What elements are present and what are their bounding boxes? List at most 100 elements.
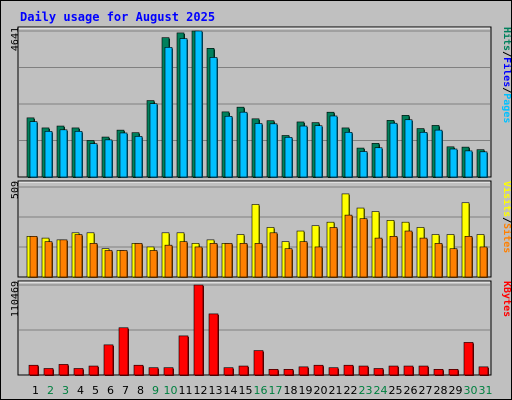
panel-sites-visits: 509 Visits/Sites (10, 180, 511, 278)
y-max-label: 4641 (10, 27, 21, 51)
x-label-day-3: 3 (62, 384, 69, 397)
bar-kbytes-day-19 (298, 366, 309, 376)
bar-kbytes-day-14 (223, 367, 234, 376)
bar-sites-day-28 (434, 243, 443, 278)
x-label-day-13: 13 (209, 384, 223, 397)
bar-kbytes-day-5 (88, 365, 99, 376)
x-label-day-7: 7 (122, 384, 129, 397)
x-label-day-31: 31 (479, 384, 493, 397)
x-label-day-10: 10 (164, 384, 178, 397)
bar-files-day-17 (269, 123, 278, 178)
series-sites (29, 214, 488, 278)
bar-kbytes-day-16 (253, 350, 264, 376)
bar-sites-day-9 (149, 250, 158, 278)
bar-sites-day-5 (89, 243, 98, 278)
bar-files-day-31 (479, 151, 488, 178)
x-label-day-26: 26 (404, 384, 418, 397)
bar-sites-day-3 (59, 239, 68, 278)
x-label-day-23: 23 (359, 384, 373, 397)
bar-sites-day-19 (299, 241, 308, 278)
legend-separator: / (501, 217, 511, 223)
legend-item-pages: Pages (501, 93, 511, 123)
bar-sites-day-26 (404, 230, 413, 278)
bar-files-day-3 (59, 129, 68, 178)
bar-files-day-28 (434, 129, 443, 178)
bar-sites-day-12 (194, 246, 203, 278)
bar-sites-day-27 (419, 237, 428, 278)
bar-sites-day-13 (209, 243, 218, 278)
bar-kbytes-day-10 (163, 367, 174, 376)
bar-kbytes-day-8 (133, 364, 144, 376)
bar-kbytes-day-21 (328, 367, 339, 376)
y-max-label: 509 (10, 181, 21, 199)
x-label-day-29: 29 (449, 384, 463, 397)
bar-kbytes-day-24 (373, 368, 384, 376)
bar-files-day-2 (44, 131, 53, 178)
legend-item-sites: Sites (501, 223, 511, 253)
x-label-day-5: 5 (92, 384, 99, 397)
legend-item-kbytes: KBytes (501, 281, 511, 317)
bar-kbytes-day-13 (208, 313, 219, 376)
bar-kbytes-day-6 (103, 344, 114, 376)
bar-files-day-22 (344, 132, 353, 178)
bar-files-day-27 (419, 132, 428, 178)
chart-title: Daily usage for August 2025 (20, 10, 215, 24)
x-label-day-8: 8 (137, 384, 144, 397)
x-label-day-16: 16 (254, 384, 268, 397)
bar-sites-day-10 (164, 244, 173, 278)
x-label-day-18: 18 (284, 384, 298, 397)
bar-kbytes-day-20 (313, 364, 324, 376)
bar-kbytes-day-30 (463, 342, 474, 376)
panel-hits-files: 4641 Hits/Files/Pages (10, 26, 511, 179)
x-axis-labels: 1 2 3 4 5 6 7 8 9 10 11 12 13 14 15 16 17 18 19 20 21 22 23 24 2… (32, 384, 493, 397)
bar-kbytes-day-28 (433, 368, 444, 376)
series-files (29, 30, 488, 179)
bar-files-day-14 (224, 115, 233, 178)
legend-item-files: Files (501, 57, 511, 87)
legend-hits-files: Hits/Files/Pages (501, 27, 511, 123)
bar-sites-day-30 (464, 236, 473, 278)
x-label-day-1: 1 (32, 384, 39, 397)
bar-files-day-26 (404, 119, 413, 178)
x-label-day-28: 28 (434, 384, 448, 397)
bar-sites-day-24 (374, 237, 383, 278)
bar-files-day-7 (119, 132, 128, 178)
legend-separator: / (501, 87, 511, 93)
bar-kbytes-day-22 (343, 364, 354, 376)
legend-separator: / (501, 51, 511, 57)
bar-sites-day-1 (29, 236, 38, 278)
bar-kbytes-day-15 (238, 365, 249, 376)
bar-files-day-8 (134, 136, 143, 178)
bar-sites-day-2 (44, 241, 53, 278)
bar-files-day-19 (299, 125, 308, 178)
bar-sites-day-14 (224, 243, 233, 278)
x-label-day-14: 14 (224, 384, 238, 397)
bar-sites-day-20 (314, 246, 323, 278)
bar-files-day-1 (29, 121, 38, 178)
x-label-day-21: 21 (329, 384, 343, 397)
bar-files-day-5 (89, 143, 98, 178)
bar-files-day-29 (449, 148, 458, 178)
legend-sites-visits: Visits/Sites (501, 181, 511, 253)
x-label-day-9: 9 (152, 384, 159, 397)
bar-kbytes-day-9 (148, 367, 159, 376)
bar-files-day-24 (374, 147, 383, 178)
bar-sites-day-11 (179, 241, 188, 278)
bar-files-day-21 (329, 115, 338, 178)
bar-sites-day-6 (104, 250, 113, 278)
bar-kbytes-day-29 (448, 368, 459, 376)
bar-kbytes-day-26 (403, 365, 414, 376)
x-label-day-24: 24 (374, 384, 388, 397)
bar-sites-day-4 (74, 234, 83, 278)
bar-kbytes-day-31 (478, 366, 489, 376)
bar-files-day-30 (464, 150, 473, 178)
series-kbytes (28, 284, 489, 376)
legend-item-visits: Visits (501, 181, 511, 217)
bar-files-day-9 (149, 103, 158, 178)
panel-kbytes: 110469 KBytes (10, 280, 511, 376)
bar-sites-day-17 (269, 232, 278, 278)
bar-kbytes-day-2 (43, 368, 54, 376)
bar-kbytes-day-12 (193, 284, 204, 376)
bar-sites-day-31 (479, 246, 488, 278)
